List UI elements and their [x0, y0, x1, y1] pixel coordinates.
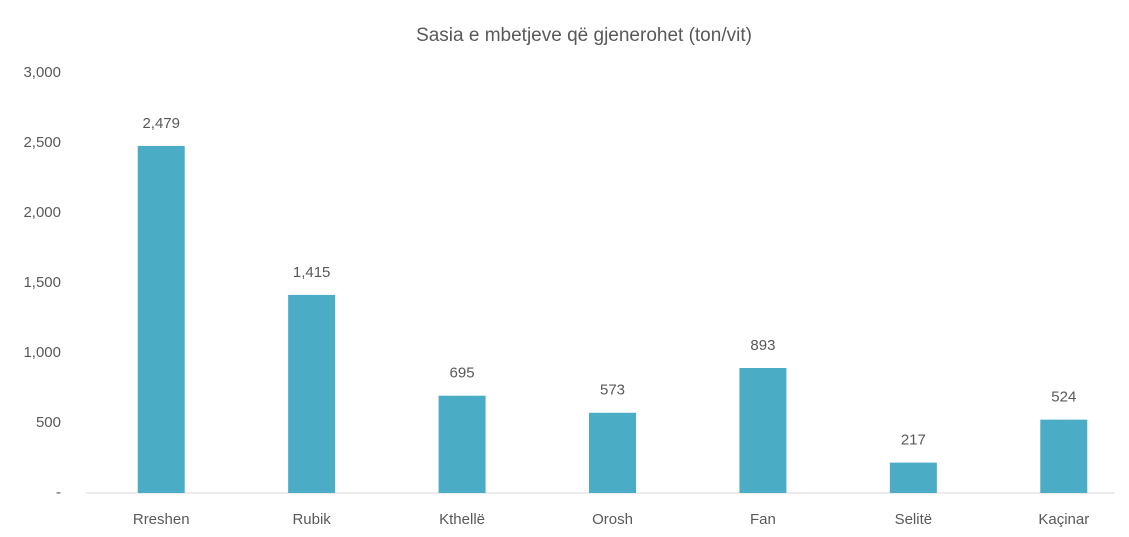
value-label: 2,479 — [142, 115, 180, 132]
x-tick-label: Rubik — [292, 511, 331, 528]
y-tick-label: 1,000 — [23, 344, 61, 361]
x-tick-label: Orosh — [592, 511, 633, 528]
x-tick-label: Kthellë — [439, 511, 485, 528]
x-tick-label: Rreshen — [133, 511, 190, 528]
y-tick-label: 3,000 — [23, 64, 61, 81]
bar — [1040, 419, 1088, 493]
bar — [589, 412, 636, 493]
x-tick-label: Selitë — [895, 511, 933, 528]
x-tick-label: Fan — [750, 511, 776, 528]
y-tick-label: 500 — [36, 414, 61, 431]
value-label: 893 — [750, 337, 775, 354]
y-tick-label: 1,500 — [23, 274, 61, 291]
value-label: 1,415 — [293, 264, 331, 281]
value-label: 573 — [600, 382, 625, 399]
bar — [739, 367, 787, 493]
value-label: 695 — [450, 365, 475, 382]
value-label: 524 — [1051, 389, 1076, 406]
value-label: 217 — [901, 432, 926, 449]
bar — [288, 294, 336, 493]
bar — [137, 145, 185, 493]
y-tick-label: 2,500 — [23, 134, 61, 151]
x-tick-label: Kaçinar — [1038, 511, 1089, 528]
y-tick-label: 2,000 — [23, 204, 61, 221]
chart-title: Sasia e mbetjeve që gjenerohet (ton/vit) — [416, 25, 752, 46]
bar — [438, 395, 486, 493]
bar — [889, 462, 937, 493]
y-tick-label: - — [56, 484, 61, 501]
